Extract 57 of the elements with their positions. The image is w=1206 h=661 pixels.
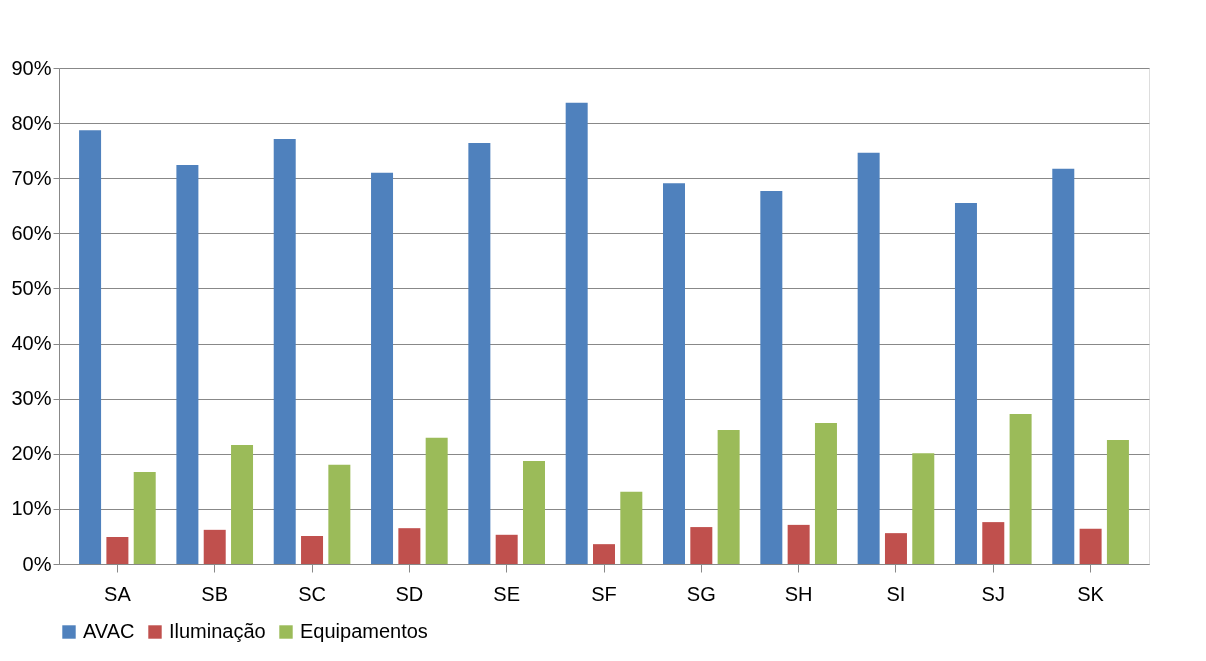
bar xyxy=(1009,414,1032,564)
y-tick-label: 10% xyxy=(11,497,52,520)
bar xyxy=(690,527,713,564)
bar xyxy=(1052,168,1075,564)
bar xyxy=(814,422,837,564)
y-tick-label: 80% xyxy=(11,111,52,134)
x-tick-label: SK xyxy=(1077,582,1105,605)
y-tick-label: 70% xyxy=(11,166,52,189)
bar xyxy=(301,535,324,564)
x-tick-label: SG xyxy=(686,582,716,605)
bar xyxy=(1106,440,1129,564)
bar xyxy=(565,102,588,564)
bar xyxy=(760,190,783,564)
bar xyxy=(663,183,685,564)
bar xyxy=(620,491,643,564)
x-tick-label: SA xyxy=(104,582,132,605)
bar xyxy=(398,528,421,564)
y-tick-label: 40% xyxy=(11,332,52,355)
y-tick-label: 90% xyxy=(11,56,52,79)
y-tick-label: 50% xyxy=(11,276,52,299)
legend-label: Iluminação xyxy=(169,620,266,642)
y-tick-label: 20% xyxy=(11,442,52,465)
bar xyxy=(468,142,491,564)
x-tick-label: SI xyxy=(886,582,906,605)
bar xyxy=(523,460,545,564)
x-tick-label: SB xyxy=(201,582,229,605)
legend-label: Equipamentos xyxy=(300,620,428,642)
bar xyxy=(495,534,518,564)
bar xyxy=(954,203,977,564)
bar xyxy=(425,437,448,564)
bar xyxy=(884,533,907,564)
bar xyxy=(1079,528,1102,564)
legend-label: AVAC xyxy=(83,620,135,642)
bar xyxy=(982,522,1005,564)
x-tick-label: SD xyxy=(395,582,424,605)
x-tick-label: SH xyxy=(784,582,813,605)
x-tick-label: SE xyxy=(493,582,521,605)
bar xyxy=(231,444,254,564)
bar xyxy=(717,430,740,564)
x-tick-label: SC xyxy=(298,582,326,605)
bar xyxy=(273,139,296,564)
bar xyxy=(371,172,394,564)
bar xyxy=(79,130,102,564)
x-tick-label: SF xyxy=(591,582,617,605)
bar xyxy=(133,471,156,564)
x-tick-label: SJ xyxy=(981,582,1005,605)
y-tick-label: 60% xyxy=(11,221,52,244)
bar xyxy=(912,453,935,564)
y-tick-label: 0% xyxy=(22,552,52,575)
y-tick-label: 30% xyxy=(11,387,52,410)
bar xyxy=(106,537,129,564)
bar xyxy=(787,524,810,564)
bar xyxy=(176,165,199,564)
bar xyxy=(203,529,226,564)
bar xyxy=(857,152,880,564)
bar xyxy=(328,464,351,564)
bar xyxy=(593,544,615,564)
